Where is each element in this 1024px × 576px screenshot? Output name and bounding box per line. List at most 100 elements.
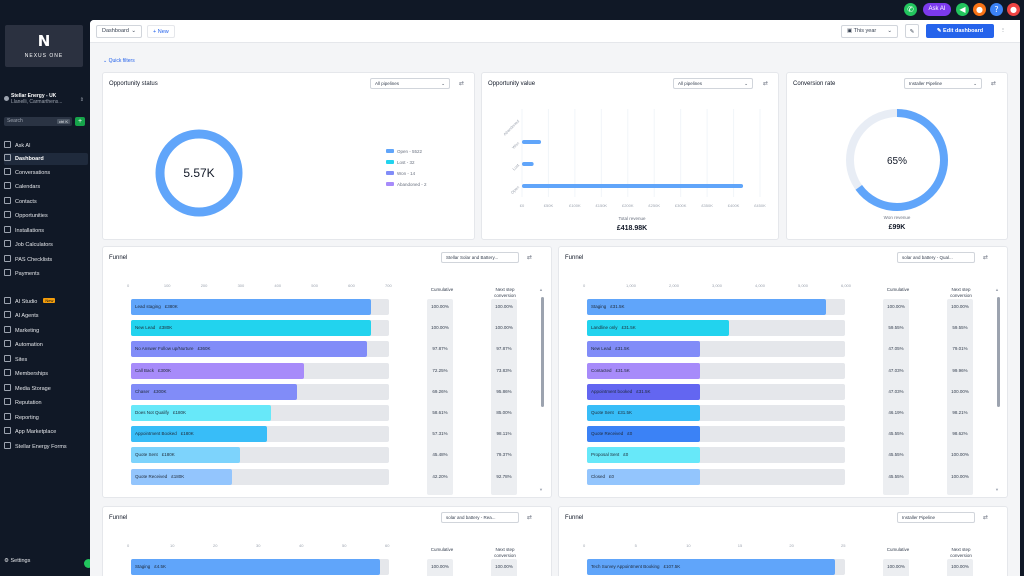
sidebar-item-label: Media Storage xyxy=(15,386,51,392)
funnel-bar[interactable]: New Lead £31.5K xyxy=(587,341,700,358)
cumulative-value: 42.20% xyxy=(432,473,448,479)
new-dashboard-button[interactable]: + New xyxy=(147,25,175,38)
pipeline-filter[interactable]: Installer Pipeline xyxy=(897,512,975,523)
sidebar-item-dashboard[interactable]: Dashboard xyxy=(4,153,88,165)
bell-icon[interactable]: ● xyxy=(973,3,986,16)
sidebar-item-payments[interactable]: Payments xyxy=(4,268,88,280)
company-logo[interactable]: N NEXUS ONE xyxy=(5,25,83,67)
value-bar[interactable] xyxy=(522,162,534,166)
next-step-value: 100.00% xyxy=(495,564,513,569)
chevron-down-icon: ⌄ xyxy=(131,28,136,34)
pipeline-filter[interactable]: solar and battery - Qual... xyxy=(897,252,975,263)
filter-icon[interactable]: ⇄ xyxy=(459,80,465,87)
funnel-bar[interactable]: Quote Sent £31.5K xyxy=(587,405,700,421)
pipeline-filter[interactable]: All pipelines ⌄ xyxy=(673,78,753,89)
funnel-bar[interactable]: Landline only £31.5K xyxy=(587,320,729,337)
sidebar-item-stellar-energy-forms[interactable]: Stellar Energy Forms xyxy=(4,441,88,453)
sidebar-item-pas-checklists[interactable]: PAS Checklists xyxy=(4,254,88,266)
sidebar-item-contacts[interactable]: Contacts xyxy=(4,196,88,208)
quick-add-button[interactable]: + xyxy=(75,117,85,126)
quick-filters-toggle[interactable]: ⌄ Quick filters xyxy=(103,58,135,64)
scroll-up-icon[interactable]: ▲ xyxy=(995,287,999,292)
funnel-bar[interactable]: Quote Received £0 xyxy=(587,426,700,443)
funnel-bar[interactable]: Lead staging £380K xyxy=(131,299,371,315)
scroll-up-icon[interactable]: ▲ xyxy=(539,287,543,292)
sidebar-item-media-storage[interactable]: Media Storage xyxy=(4,383,88,395)
x-tick-label: 1,000 xyxy=(626,283,637,288)
pipeline-filter[interactable]: All pipelines ⌄ xyxy=(370,78,450,89)
date-range-select[interactable]: ▣ This year ⌄ xyxy=(841,25,898,38)
scroll-down-icon[interactable]: ▼ xyxy=(995,487,999,492)
funnel-bar[interactable]: Does Not Qualify £180K xyxy=(131,405,272,421)
sidebar-item-app-marketplace[interactable]: App Marketplace xyxy=(4,426,88,438)
funnel-bar[interactable]: Tech Survey Appointment Booking £107.5K xyxy=(587,559,835,575)
sidebar-item-opportunities[interactable]: Opportunities xyxy=(4,210,88,222)
sidebar-item-settings[interactable]: ⚙ Settings xyxy=(4,558,30,564)
funnel-bar[interactable]: Closed £0 xyxy=(587,468,700,485)
filter-icon[interactable]: ⇄ xyxy=(983,514,989,521)
pas-checklists-icon xyxy=(4,255,11,262)
sidebar-item-sites[interactable]: Sites xyxy=(4,354,88,366)
ask-ai-button[interactable]: Ask AI xyxy=(923,3,951,16)
filter-icon[interactable]: ⇄ xyxy=(527,514,533,521)
pipeline-filter[interactable]: Installer Pipeline ⌄ xyxy=(904,78,982,89)
edit-dashboard-button[interactable]: ✎ Edit dashboard xyxy=(926,24,994,38)
next-step-value: 100.00% xyxy=(951,304,969,309)
sidebar-search[interactable]: Search ctrl K xyxy=(4,117,72,126)
sidebar-item-ai-studio[interactable]: AI Studio New xyxy=(4,296,88,308)
filter-icon[interactable]: ⇄ xyxy=(527,254,533,261)
sidebar-item-label: Opportunities xyxy=(15,213,48,219)
funnel-bar[interactable]: Quote Sent £180K xyxy=(131,447,240,464)
funnel-bar[interactable]: Appointment Booked £180K xyxy=(131,426,268,443)
more-options-icon[interactable]: ⋮ xyxy=(1000,28,1006,34)
funnel-bar[interactable]: Staging £4.5K xyxy=(131,559,381,575)
x-tick-label: 6,000 xyxy=(841,283,852,288)
pipeline-filter[interactable]: Stellar Solar and Battery... xyxy=(441,252,519,263)
sidebar-item-ai-agents[interactable]: AI Agents xyxy=(4,310,88,322)
funnel-bar[interactable]: Proposal Sent £0 xyxy=(587,447,700,464)
user-avatar-icon[interactable]: ● xyxy=(1007,3,1020,16)
sidebar-item-label: PAS Checklists xyxy=(15,257,53,263)
funnel-bar[interactable]: New Lead £380K xyxy=(131,320,371,337)
account-switcher[interactable]: Stellar Energy - UK Llanelli, Carmarthen… xyxy=(4,93,86,111)
next-step-value: 92.78% xyxy=(496,473,512,479)
dashboard-select[interactable]: Dashboard ⌄ xyxy=(96,25,142,38)
funnel-bar[interactable]: Contacted £31.5K xyxy=(587,362,700,379)
sidebar-item-ask-ai[interactable]: Ask AI xyxy=(4,140,88,152)
sidebar-item-job-calculators[interactable]: Job Calculators xyxy=(4,239,88,251)
cumulative-value: 100.00% xyxy=(887,564,905,569)
value-bar[interactable] xyxy=(522,140,542,144)
megaphone-icon[interactable]: ◀ xyxy=(956,3,969,16)
sidebar-item-marketing[interactable]: Marketing xyxy=(4,325,88,337)
scrollbar[interactable] xyxy=(541,297,544,407)
filter-icon[interactable]: ⇄ xyxy=(763,80,769,87)
logo-name: NEXUS ONE xyxy=(24,53,64,59)
pipeline-filter[interactable]: solar and battery - Rea... xyxy=(441,512,519,523)
sidebar-item-reporting[interactable]: Reporting xyxy=(4,412,88,424)
filter-icon[interactable]: ⇄ xyxy=(983,254,989,261)
legend-item: Open - 5522 xyxy=(386,146,427,157)
funnel-bar[interactable]: Appointment booked £31.5K xyxy=(587,383,700,400)
help-icon[interactable]: ? xyxy=(990,3,1003,16)
value-bar[interactable] xyxy=(522,184,744,188)
scrollbar[interactable] xyxy=(997,297,1000,407)
funnel-bar[interactable]: Chaser £300K xyxy=(131,383,297,400)
filter-icon[interactable]: ⇄ xyxy=(991,80,997,87)
customize-button[interactable]: ✎ xyxy=(905,24,919,38)
installations-icon xyxy=(4,226,11,233)
phone-icon[interactable]: ✆ xyxy=(904,3,917,16)
scroll-down-icon[interactable]: ▼ xyxy=(539,487,543,492)
funnel-bar[interactable]: No Answer Follow up/Nurture £360K xyxy=(131,341,367,358)
sidebar-item-calendars[interactable]: Calendars xyxy=(4,181,88,193)
sidebar-item-label: AI Studio xyxy=(15,299,38,305)
sidebar-item-automation[interactable]: Automation xyxy=(4,339,88,351)
funnel-bar[interactable]: Quote Received £180K xyxy=(131,468,232,485)
sidebar-item-memberships[interactable]: Memberships xyxy=(4,368,88,380)
sidebar-item-conversations[interactable]: Conversations xyxy=(4,167,88,179)
stage-amount: £31.5K xyxy=(610,304,625,309)
funnel-bar[interactable]: Call Back £300K xyxy=(131,362,305,379)
stage-amount: £0 xyxy=(609,473,615,479)
funnel-bar[interactable]: Staging £31.5K xyxy=(587,299,826,315)
sidebar-item-reputation[interactable]: Reputation xyxy=(4,397,88,409)
sidebar-item-installations[interactable]: Installations xyxy=(4,225,88,237)
